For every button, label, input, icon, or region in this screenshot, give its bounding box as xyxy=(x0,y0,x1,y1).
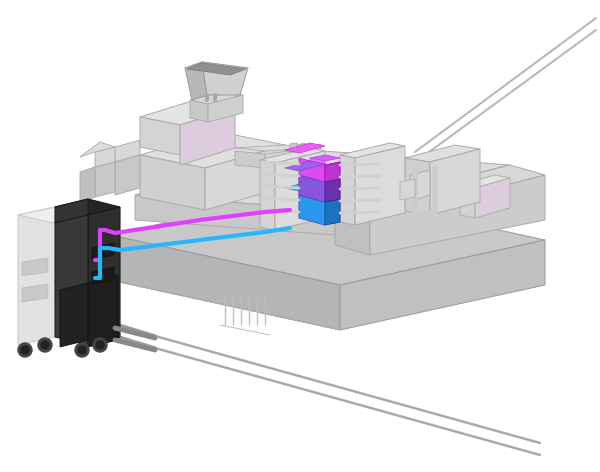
Polygon shape xyxy=(370,175,545,255)
Polygon shape xyxy=(180,108,235,165)
Polygon shape xyxy=(460,175,510,188)
Polygon shape xyxy=(355,146,405,225)
Circle shape xyxy=(41,341,49,349)
Polygon shape xyxy=(340,143,405,158)
Polygon shape xyxy=(140,117,180,155)
Polygon shape xyxy=(325,162,340,188)
Polygon shape xyxy=(22,258,48,276)
Polygon shape xyxy=(88,275,118,347)
Polygon shape xyxy=(88,207,120,345)
Polygon shape xyxy=(55,199,120,215)
Polygon shape xyxy=(298,143,305,160)
Polygon shape xyxy=(290,143,297,159)
Polygon shape xyxy=(92,267,114,284)
Polygon shape xyxy=(285,181,325,191)
Circle shape xyxy=(18,343,32,357)
Polygon shape xyxy=(335,210,370,255)
Polygon shape xyxy=(325,179,340,202)
Polygon shape xyxy=(335,165,545,220)
Polygon shape xyxy=(260,148,325,163)
Polygon shape xyxy=(310,155,340,161)
Polygon shape xyxy=(22,284,48,302)
Polygon shape xyxy=(340,155,355,225)
Polygon shape xyxy=(310,158,325,184)
Polygon shape xyxy=(135,195,335,235)
Polygon shape xyxy=(405,145,480,162)
Polygon shape xyxy=(55,199,88,223)
Polygon shape xyxy=(405,158,430,215)
Polygon shape xyxy=(285,161,325,171)
Polygon shape xyxy=(314,144,321,160)
Polygon shape xyxy=(60,283,88,347)
Polygon shape xyxy=(185,62,207,100)
Polygon shape xyxy=(208,95,243,122)
Polygon shape xyxy=(55,207,90,345)
Polygon shape xyxy=(140,155,205,210)
Polygon shape xyxy=(410,170,430,200)
Polygon shape xyxy=(190,91,243,104)
Polygon shape xyxy=(202,62,248,95)
Polygon shape xyxy=(340,240,545,330)
Circle shape xyxy=(96,341,104,349)
Circle shape xyxy=(75,343,89,357)
Polygon shape xyxy=(80,167,95,202)
Polygon shape xyxy=(290,143,297,148)
Polygon shape xyxy=(475,178,510,218)
Polygon shape xyxy=(185,62,248,74)
Circle shape xyxy=(93,338,107,352)
Polygon shape xyxy=(260,160,275,230)
Polygon shape xyxy=(285,143,325,153)
Polygon shape xyxy=(140,132,285,168)
Polygon shape xyxy=(95,162,115,197)
Polygon shape xyxy=(18,207,90,223)
Polygon shape xyxy=(235,151,265,168)
Polygon shape xyxy=(80,142,115,157)
Polygon shape xyxy=(335,165,510,235)
Polygon shape xyxy=(400,179,415,200)
Polygon shape xyxy=(460,185,475,218)
Polygon shape xyxy=(265,148,315,168)
Polygon shape xyxy=(115,155,140,195)
Polygon shape xyxy=(299,195,325,225)
Polygon shape xyxy=(430,149,480,215)
Polygon shape xyxy=(95,147,115,167)
Polygon shape xyxy=(325,199,340,225)
Circle shape xyxy=(38,338,52,352)
Polygon shape xyxy=(92,243,114,260)
Polygon shape xyxy=(187,63,246,75)
Polygon shape xyxy=(135,150,510,210)
Circle shape xyxy=(21,346,29,354)
Polygon shape xyxy=(275,151,325,230)
Polygon shape xyxy=(298,143,305,149)
Polygon shape xyxy=(55,215,88,345)
Polygon shape xyxy=(235,145,315,151)
Polygon shape xyxy=(306,144,313,149)
Circle shape xyxy=(78,346,86,354)
Polygon shape xyxy=(314,144,321,150)
Polygon shape xyxy=(205,145,285,210)
Polygon shape xyxy=(299,175,325,202)
Polygon shape xyxy=(115,140,140,162)
Polygon shape xyxy=(140,100,235,125)
Polygon shape xyxy=(299,158,325,225)
Polygon shape xyxy=(190,100,208,122)
Polygon shape xyxy=(110,190,545,285)
Polygon shape xyxy=(18,207,55,345)
Polygon shape xyxy=(325,162,340,225)
Polygon shape xyxy=(110,235,340,330)
Polygon shape xyxy=(306,144,313,160)
